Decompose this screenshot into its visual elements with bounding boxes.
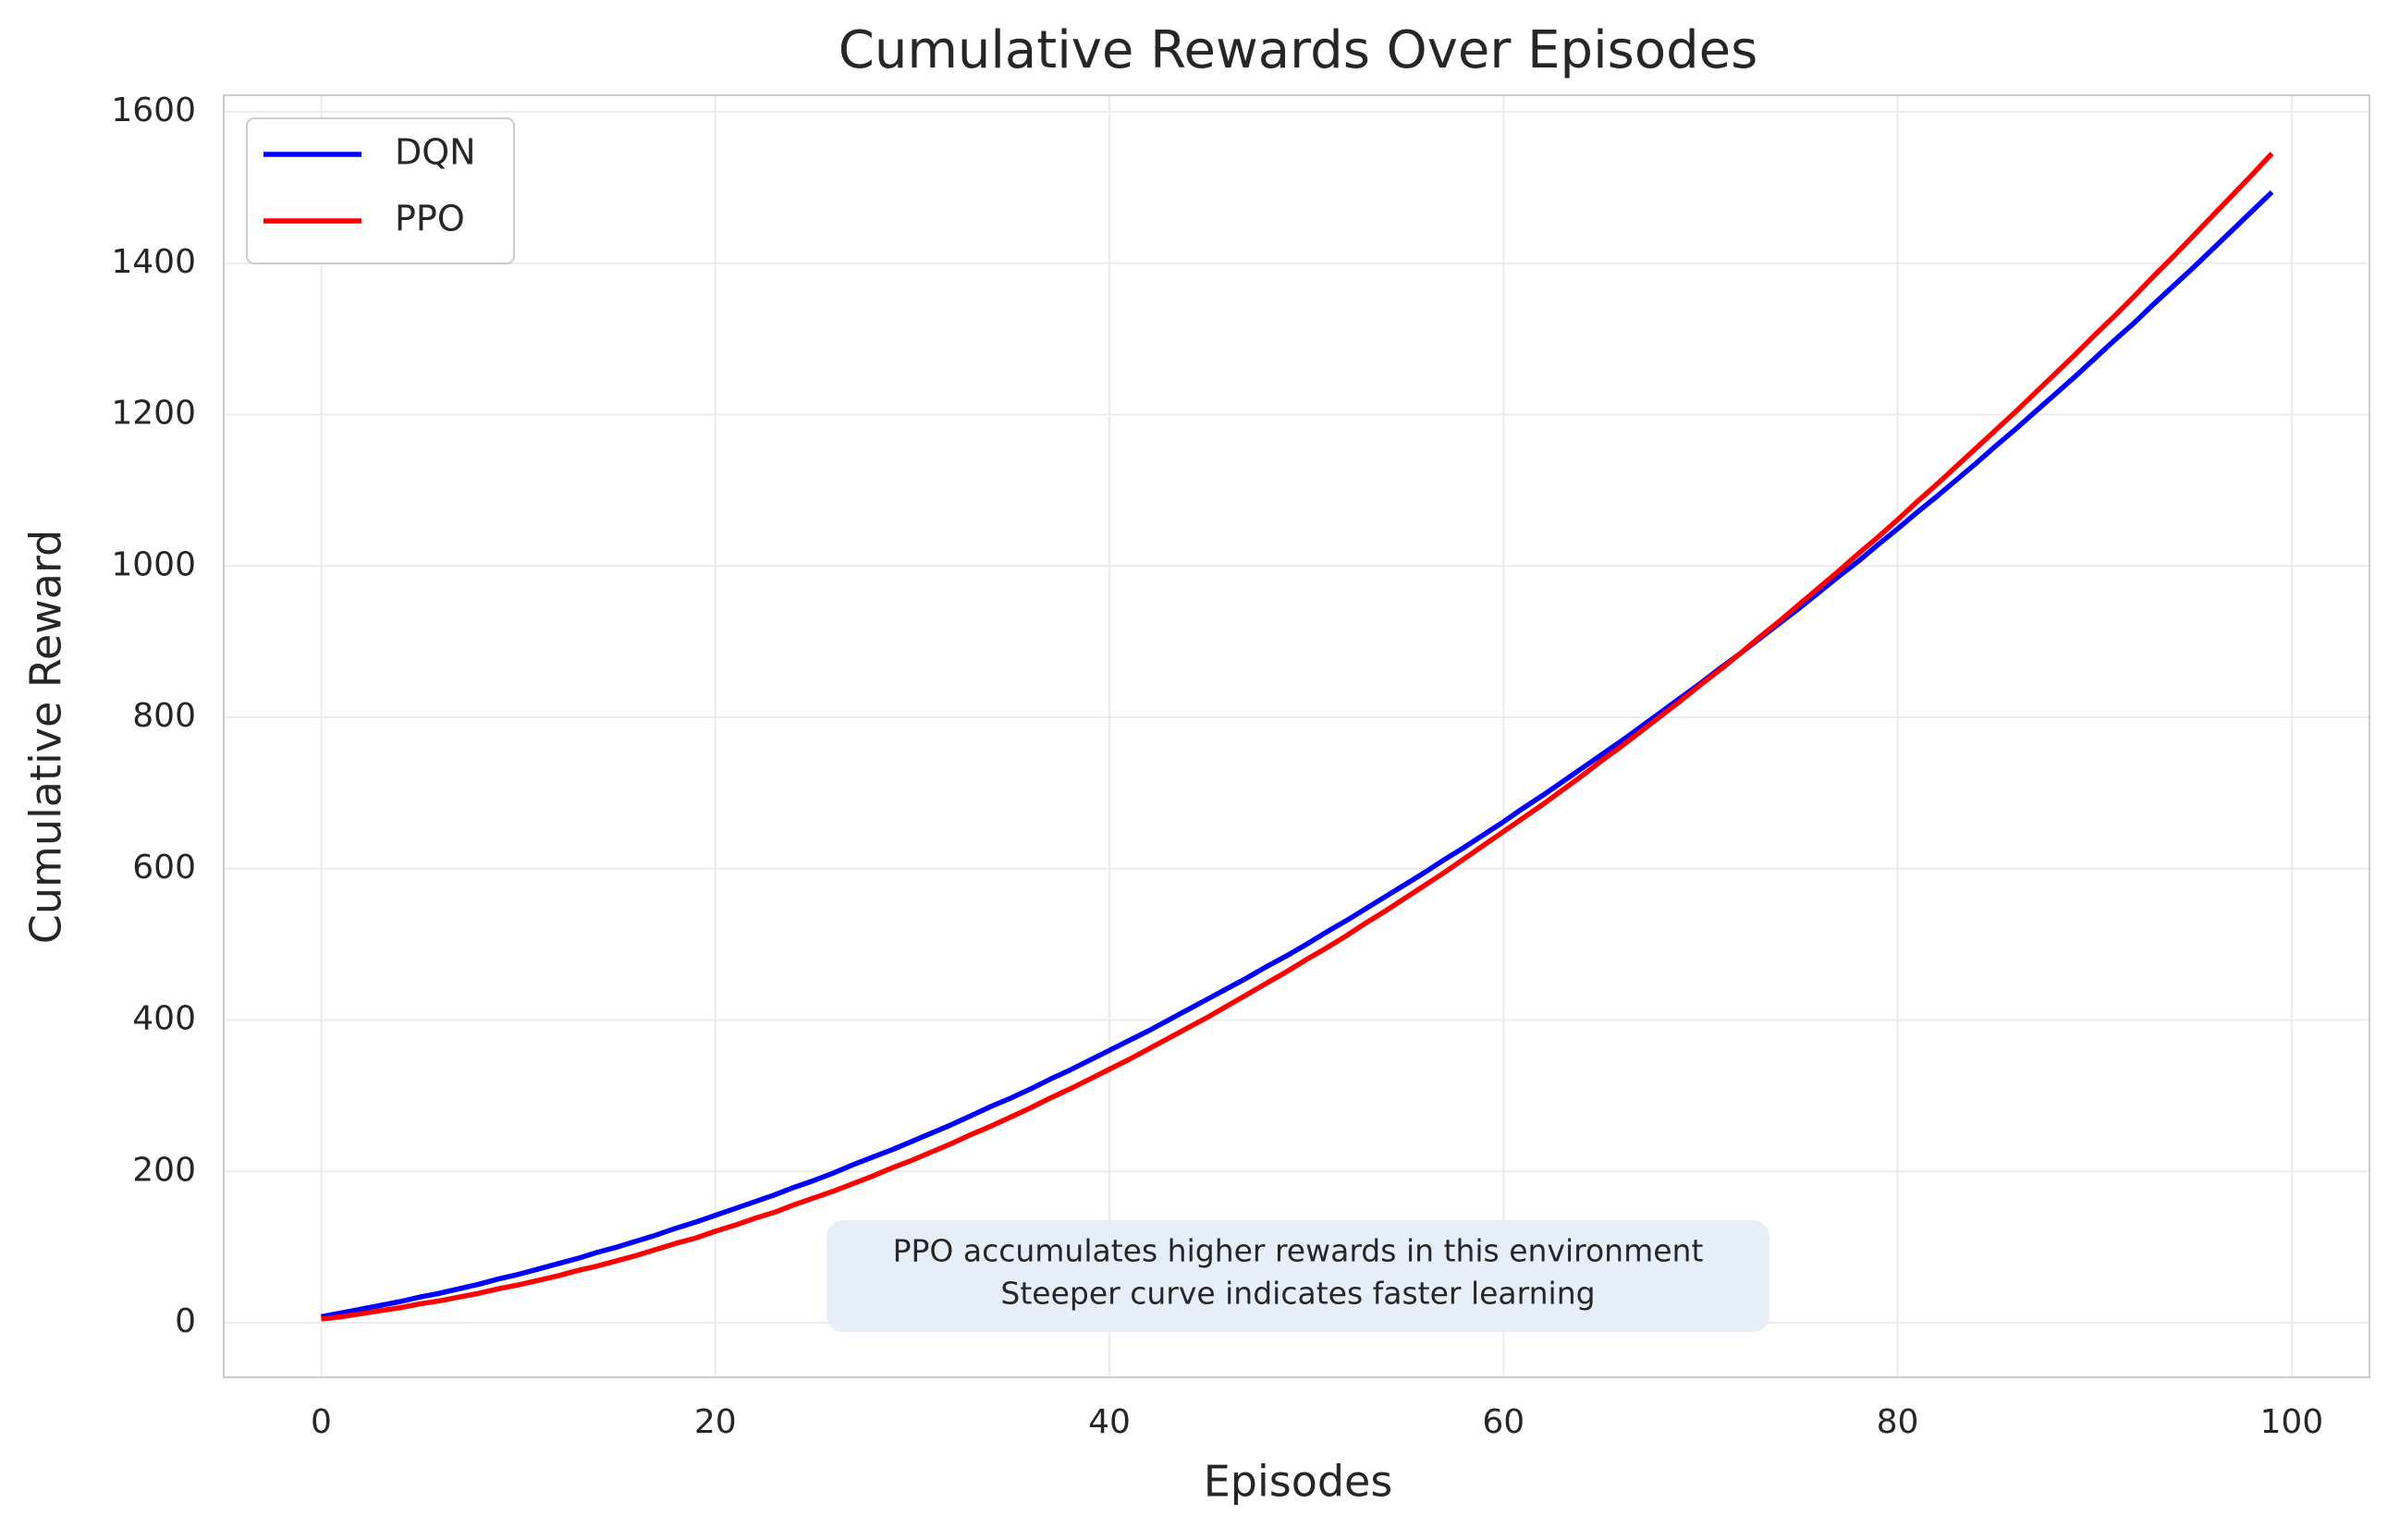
y-tick-label: 800 — [132, 697, 196, 735]
x-tick-label: 60 — [1482, 1403, 1524, 1441]
annotation-box — [827, 1220, 1769, 1332]
series-line — [321, 152, 2274, 1322]
y-tick-label: 1600 — [111, 92, 196, 129]
x-tick-label: 100 — [2259, 1403, 2323, 1441]
plot-frame — [223, 94, 2370, 1378]
chart-title: Cumulative Rewards Over Episodes — [839, 20, 1758, 80]
legend-label: PPO — [395, 199, 465, 239]
x-axis-label: Episodes — [1204, 1457, 1393, 1507]
x-tick-label: 80 — [1877, 1403, 1919, 1441]
y-tick-label: 600 — [132, 849, 196, 886]
series-line — [320, 189, 2274, 1320]
y-tick-label: 0 — [175, 1302, 196, 1340]
y-tick-label: 400 — [132, 1000, 196, 1038]
y-tick-label: 1200 — [111, 395, 196, 433]
x-tick-label: 20 — [694, 1403, 737, 1441]
annotation: PPO accumulates higher rewards in this e… — [893, 1233, 1704, 1269]
y-tick-label: 1000 — [111, 545, 196, 583]
y-tick-label: 200 — [132, 1151, 196, 1189]
y-tick-label: 1400 — [111, 243, 196, 281]
x-tick-label: 0 — [311, 1403, 332, 1441]
y-axis-label: Cumulative Reward — [21, 530, 71, 944]
x-tick-label: 40 — [1088, 1403, 1131, 1441]
legend-label: DQN — [395, 132, 476, 173]
annotation: Steeper curve indicates faster learning — [1000, 1276, 1595, 1312]
